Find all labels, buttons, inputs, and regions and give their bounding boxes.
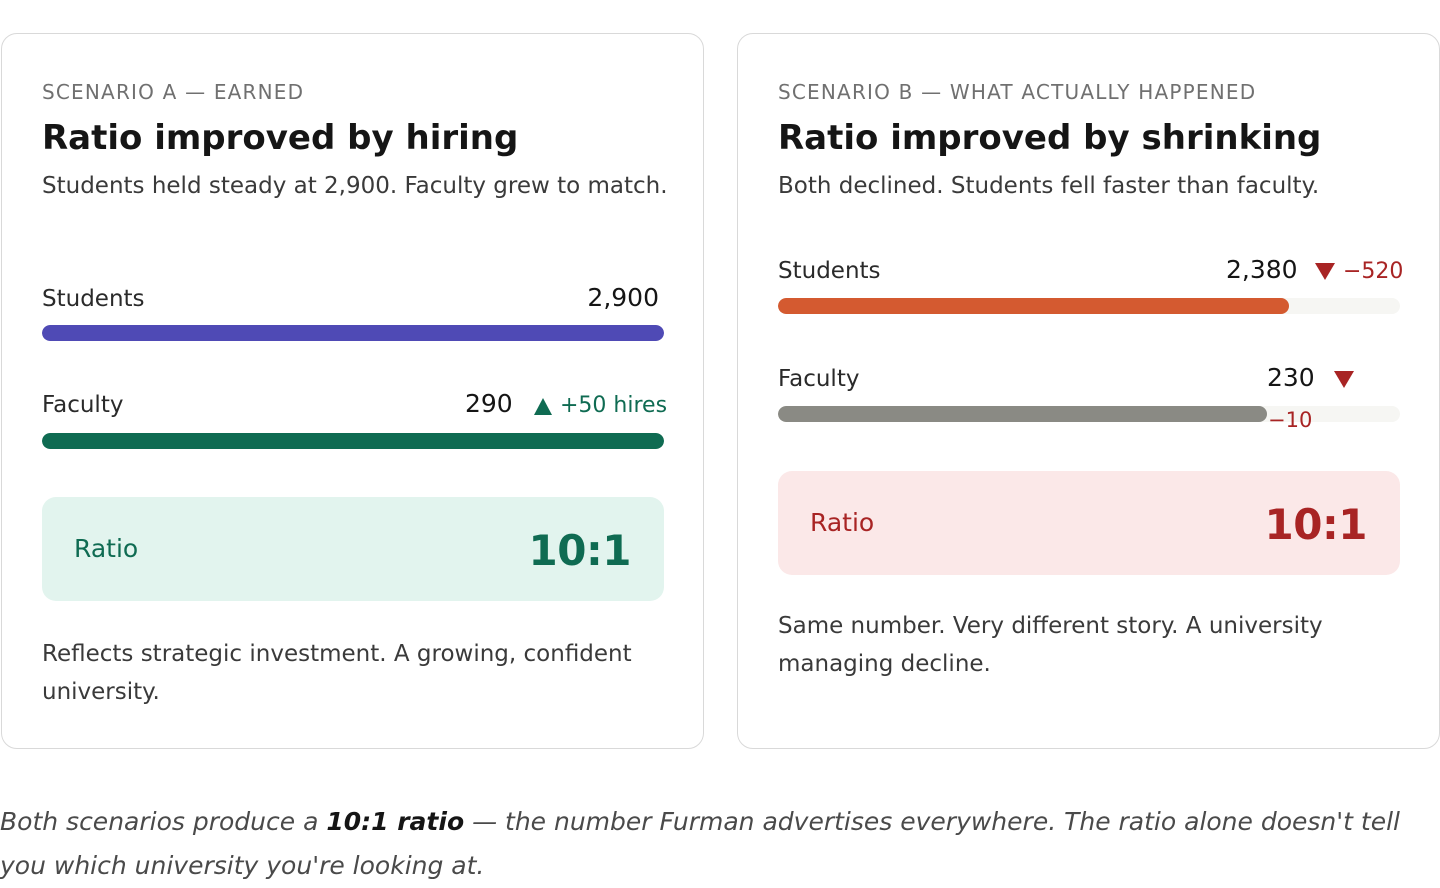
scenario-b-note: Same number. Very different story. A uni… (778, 613, 1323, 677)
scenario-a-ratio-box: Ratio 10:1 (42, 497, 664, 601)
scenario-a-faculty-bar-track (42, 433, 664, 449)
scenario-b-faculty-bar-track (778, 406, 1400, 422)
scenario-b-students-value: 2,380 (1226, 255, 1298, 284)
scenario-b-ratio-label: Ratio (810, 508, 875, 537)
down-triangle-icon (1315, 263, 1335, 280)
scenario-a-faculty-bar (42, 433, 664, 449)
caption-emphasis: 10:1 ratio (326, 807, 465, 836)
scenario-a-faculty-delta: +50 hires (560, 393, 668, 418)
scenario-b-faculty-bar (778, 406, 1267, 422)
scenario-a-faculty-label: Faculty (42, 392, 124, 418)
scenario-b-students-delta: −520 (1343, 259, 1404, 284)
scenario-a-title: Ratio improved by hiring (42, 118, 519, 158)
scenario-a-students-value: 2,900 (587, 283, 659, 312)
scenario-b-students-label: Students (778, 258, 881, 284)
scenario-b-faculty-delta: −10 (1268, 408, 1313, 432)
scenario-b-title: Ratio improved by shrinking (778, 118, 1322, 158)
scenario-a-students-bar-track (42, 325, 664, 341)
scenario-b-students-bar-track (778, 298, 1400, 314)
scenario-b-faculty-value: 230 (1267, 363, 1315, 392)
down-triangle-icon (1334, 371, 1354, 388)
scenario-a-ratio-value: 10:1 (528, 526, 632, 575)
scenario-b-card: SCENARIO B — WHAT ACTUALLY HAPPENED Rati… (737, 33, 1440, 749)
scenario-b-subtitle: Both declined. Students fell faster than… (778, 173, 1320, 199)
scenario-a-note: Reflects strategic investment. A growing… (42, 641, 632, 705)
caption: Both scenarios produce a 10:1 ratio — th… (0, 800, 1440, 888)
scenario-a-eyebrow: SCENARIO A — EARNED (42, 80, 305, 104)
scenario-a-card: SCENARIO A — EARNED Ratio improved by hi… (1, 33, 704, 749)
caption-rest: — the number Furman advertises everywher… (0, 807, 1400, 880)
scenario-b-faculty-label: Faculty (778, 366, 860, 392)
scenario-a-ratio-label: Ratio (74, 534, 139, 563)
scenario-b-ratio-box: Ratio 10:1 (778, 471, 1400, 575)
up-triangle-icon (534, 398, 552, 415)
scenario-a-subtitle: Students held steady at 2,900. Faculty g… (42, 173, 668, 199)
scenario-b-eyebrow: SCENARIO B — WHAT ACTUALLY HAPPENED (778, 80, 1257, 104)
scenario-a-faculty-value: 290 (465, 389, 513, 418)
scenario-a-students-label: Students (42, 286, 145, 312)
scenario-b-students-bar (778, 298, 1289, 314)
scenario-a-students-bar (42, 325, 664, 341)
scenario-b-ratio-value: 10:1 (1264, 500, 1368, 549)
caption-lead: Both scenarios produce a (0, 807, 327, 836)
